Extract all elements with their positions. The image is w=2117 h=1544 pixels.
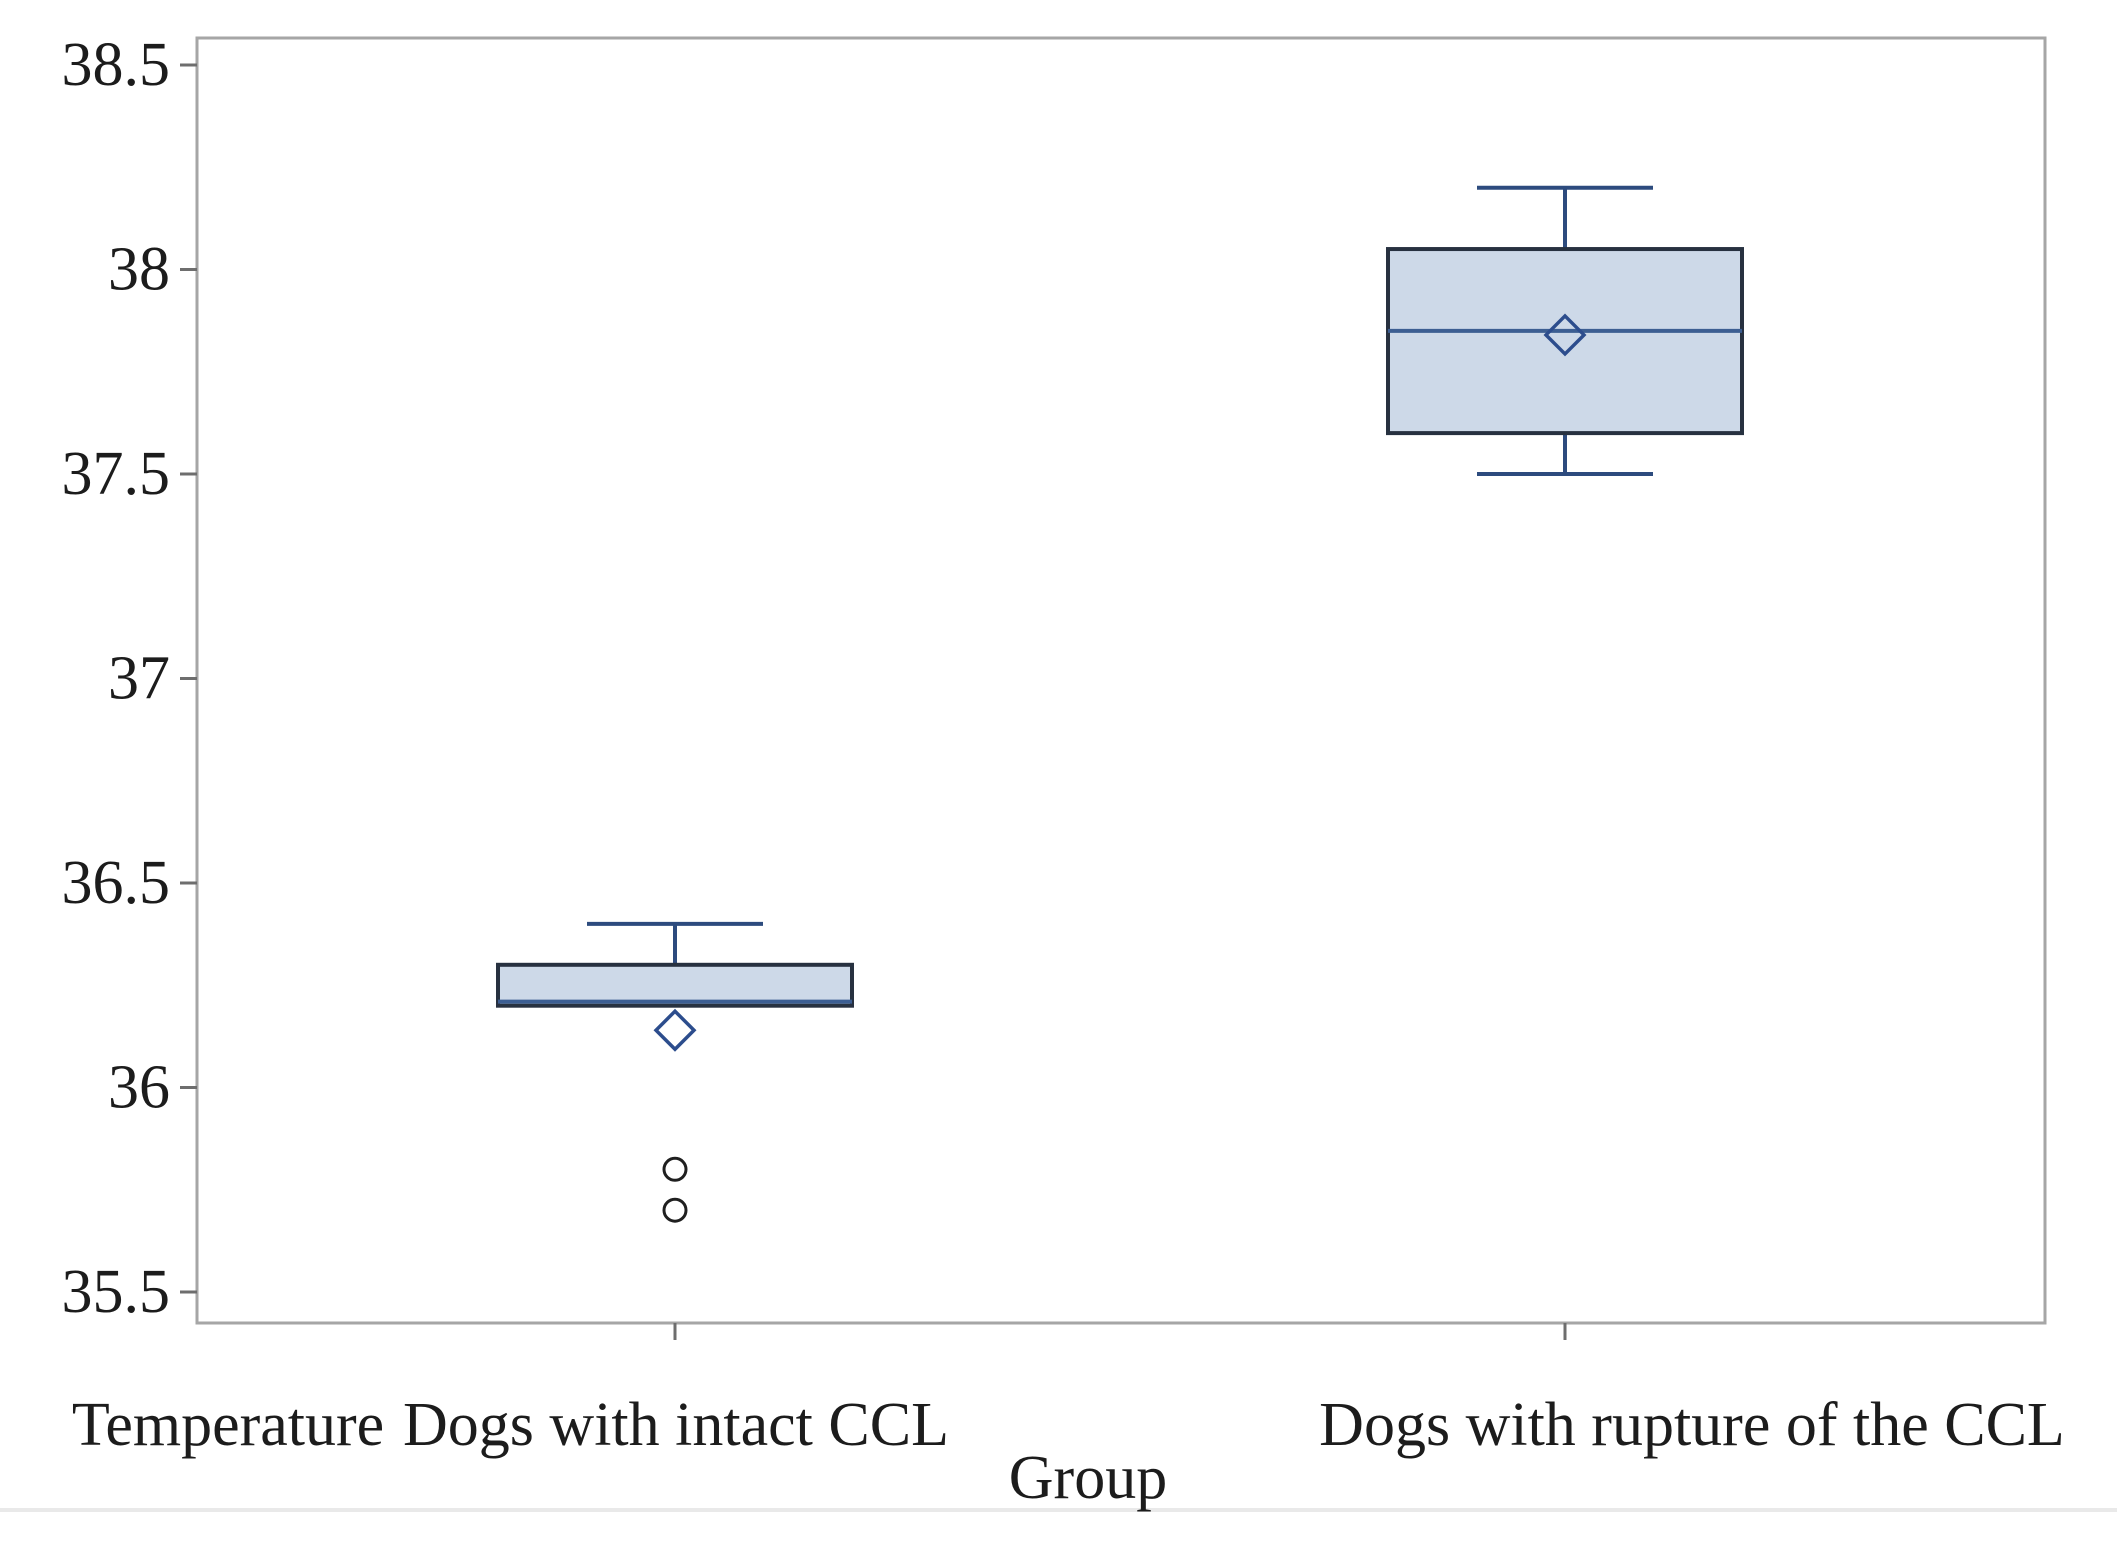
category-label: Dogs with rupture of the CCL [1319, 1391, 2065, 1459]
x-axis-title: Group [1009, 1444, 1167, 1512]
category-label: Dogs with intact CCL [403, 1391, 949, 1459]
mean-diamond-marker [1543, 313, 1587, 357]
y-tick-label: 37 [108, 645, 170, 713]
y-tick-label: 38.5 [62, 31, 171, 99]
y-tick-label: 36 [108, 1054, 170, 1122]
y-tick-label: 36.5 [62, 849, 171, 917]
y-tick-label: 38 [108, 236, 170, 304]
plot-area [195, 36, 2047, 1325]
outlier-point [662, 1197, 688, 1223]
y-tick-label: 37.5 [62, 440, 171, 508]
y-tick-label: 35.5 [62, 1258, 171, 1326]
iqr-box [496, 962, 854, 1008]
iqr-box [1386, 247, 1744, 436]
mean-diamond-marker [653, 1008, 697, 1052]
y-axis-title: Temperature [72, 1391, 384, 1459]
outlier-point [662, 1156, 688, 1182]
